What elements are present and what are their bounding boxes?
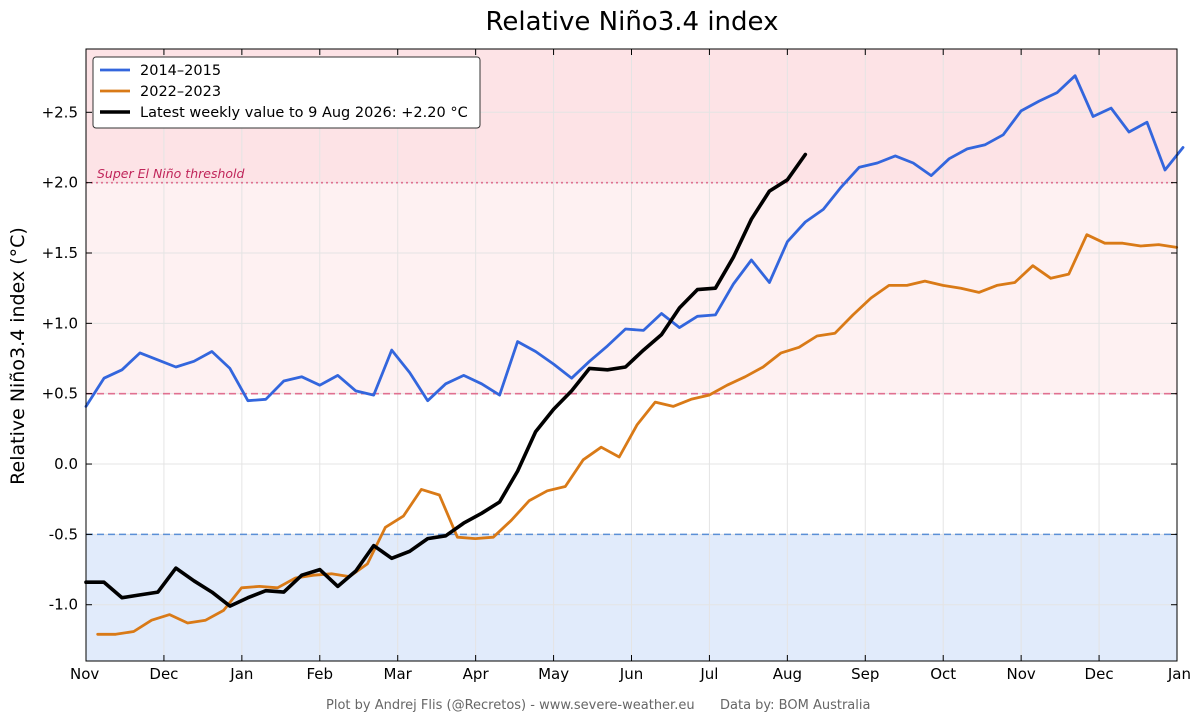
threshold-lines	[86, 181, 1177, 536]
x-tick-label-1: Dec	[149, 665, 178, 683]
x-tick-label-7: Jun	[619, 665, 643, 683]
x-tick-label-3: Feb	[307, 665, 334, 683]
y-tick-label-4: +1.0	[42, 314, 78, 332]
y-tick-label-6: +2.0	[42, 174, 78, 192]
y-axis-ticks: -1.0 -0.5 0.0 +0.5 +1.0 +1.5 +2.0 +2.5	[42, 103, 1177, 614]
legend-label-0: 2014–2015	[140, 63, 221, 79]
y-tick-label-3: +0.5	[42, 385, 78, 403]
x-tick-label-0: Nov	[70, 665, 99, 683]
x-tick-label-8: Jul	[699, 665, 718, 683]
x-tick-label-2: Jan	[229, 665, 253, 683]
grid-lines	[86, 49, 1177, 661]
x-tick-label-4: Mar	[384, 665, 413, 683]
x-tick-label-9: Aug	[773, 665, 802, 683]
footer-credit: Plot by Andrej Flis (@Recretos) - www.se…	[326, 698, 695, 713]
x-tick-label-6: May	[538, 665, 569, 683]
series-lines	[84, 74, 1185, 636]
x-tick-label-10: Sep	[851, 665, 879, 683]
x-tick-label-12: Nov	[1007, 665, 1036, 683]
x-tick-label-14: Jan	[1167, 665, 1191, 683]
footer-data-source: Data by: BOM Australia	[720, 698, 870, 713]
y-axis-label: Relative Niño3.4 index (°C)	[7, 227, 29, 485]
y-tick-label-1: -0.5	[49, 525, 78, 543]
legend-label-2: Latest weekly value to 9 Aug 2026: +2.20…	[140, 105, 468, 121]
chart-title: Relative Niño3.4 index	[486, 7, 779, 37]
series-line-0	[84, 74, 1185, 408]
x-tick-label-11: Oct	[930, 665, 956, 683]
series-line-2	[84, 152, 808, 608]
legend-box	[92, 56, 481, 129]
footer: Plot by Andrej Flis (@Recretos) - www.se…	[326, 698, 870, 713]
y-tick-label-0: -1.0	[49, 596, 78, 614]
y-tick-label-2: 0.0	[54, 455, 78, 473]
super-el-nino-annotation: Super El Niño threshold	[97, 166, 245, 181]
legend: 2014–2015 2022–2023 Latest weekly value to…	[92, 56, 481, 129]
x-tick-label-13: Dec	[1085, 665, 1114, 683]
y-tick-label-7: +2.5	[42, 103, 78, 121]
x-tick-label-5: Apr	[463, 665, 490, 683]
series-line-1	[96, 233, 1179, 636]
x-axis-ticks: Nov Dec Jan Feb Mar Apr May Jun Jul Aug Sep Oct Nov D…	[70, 49, 1191, 683]
legend-label-1: 2022–2023	[140, 84, 221, 100]
y-tick-label-5: +1.5	[42, 244, 78, 262]
